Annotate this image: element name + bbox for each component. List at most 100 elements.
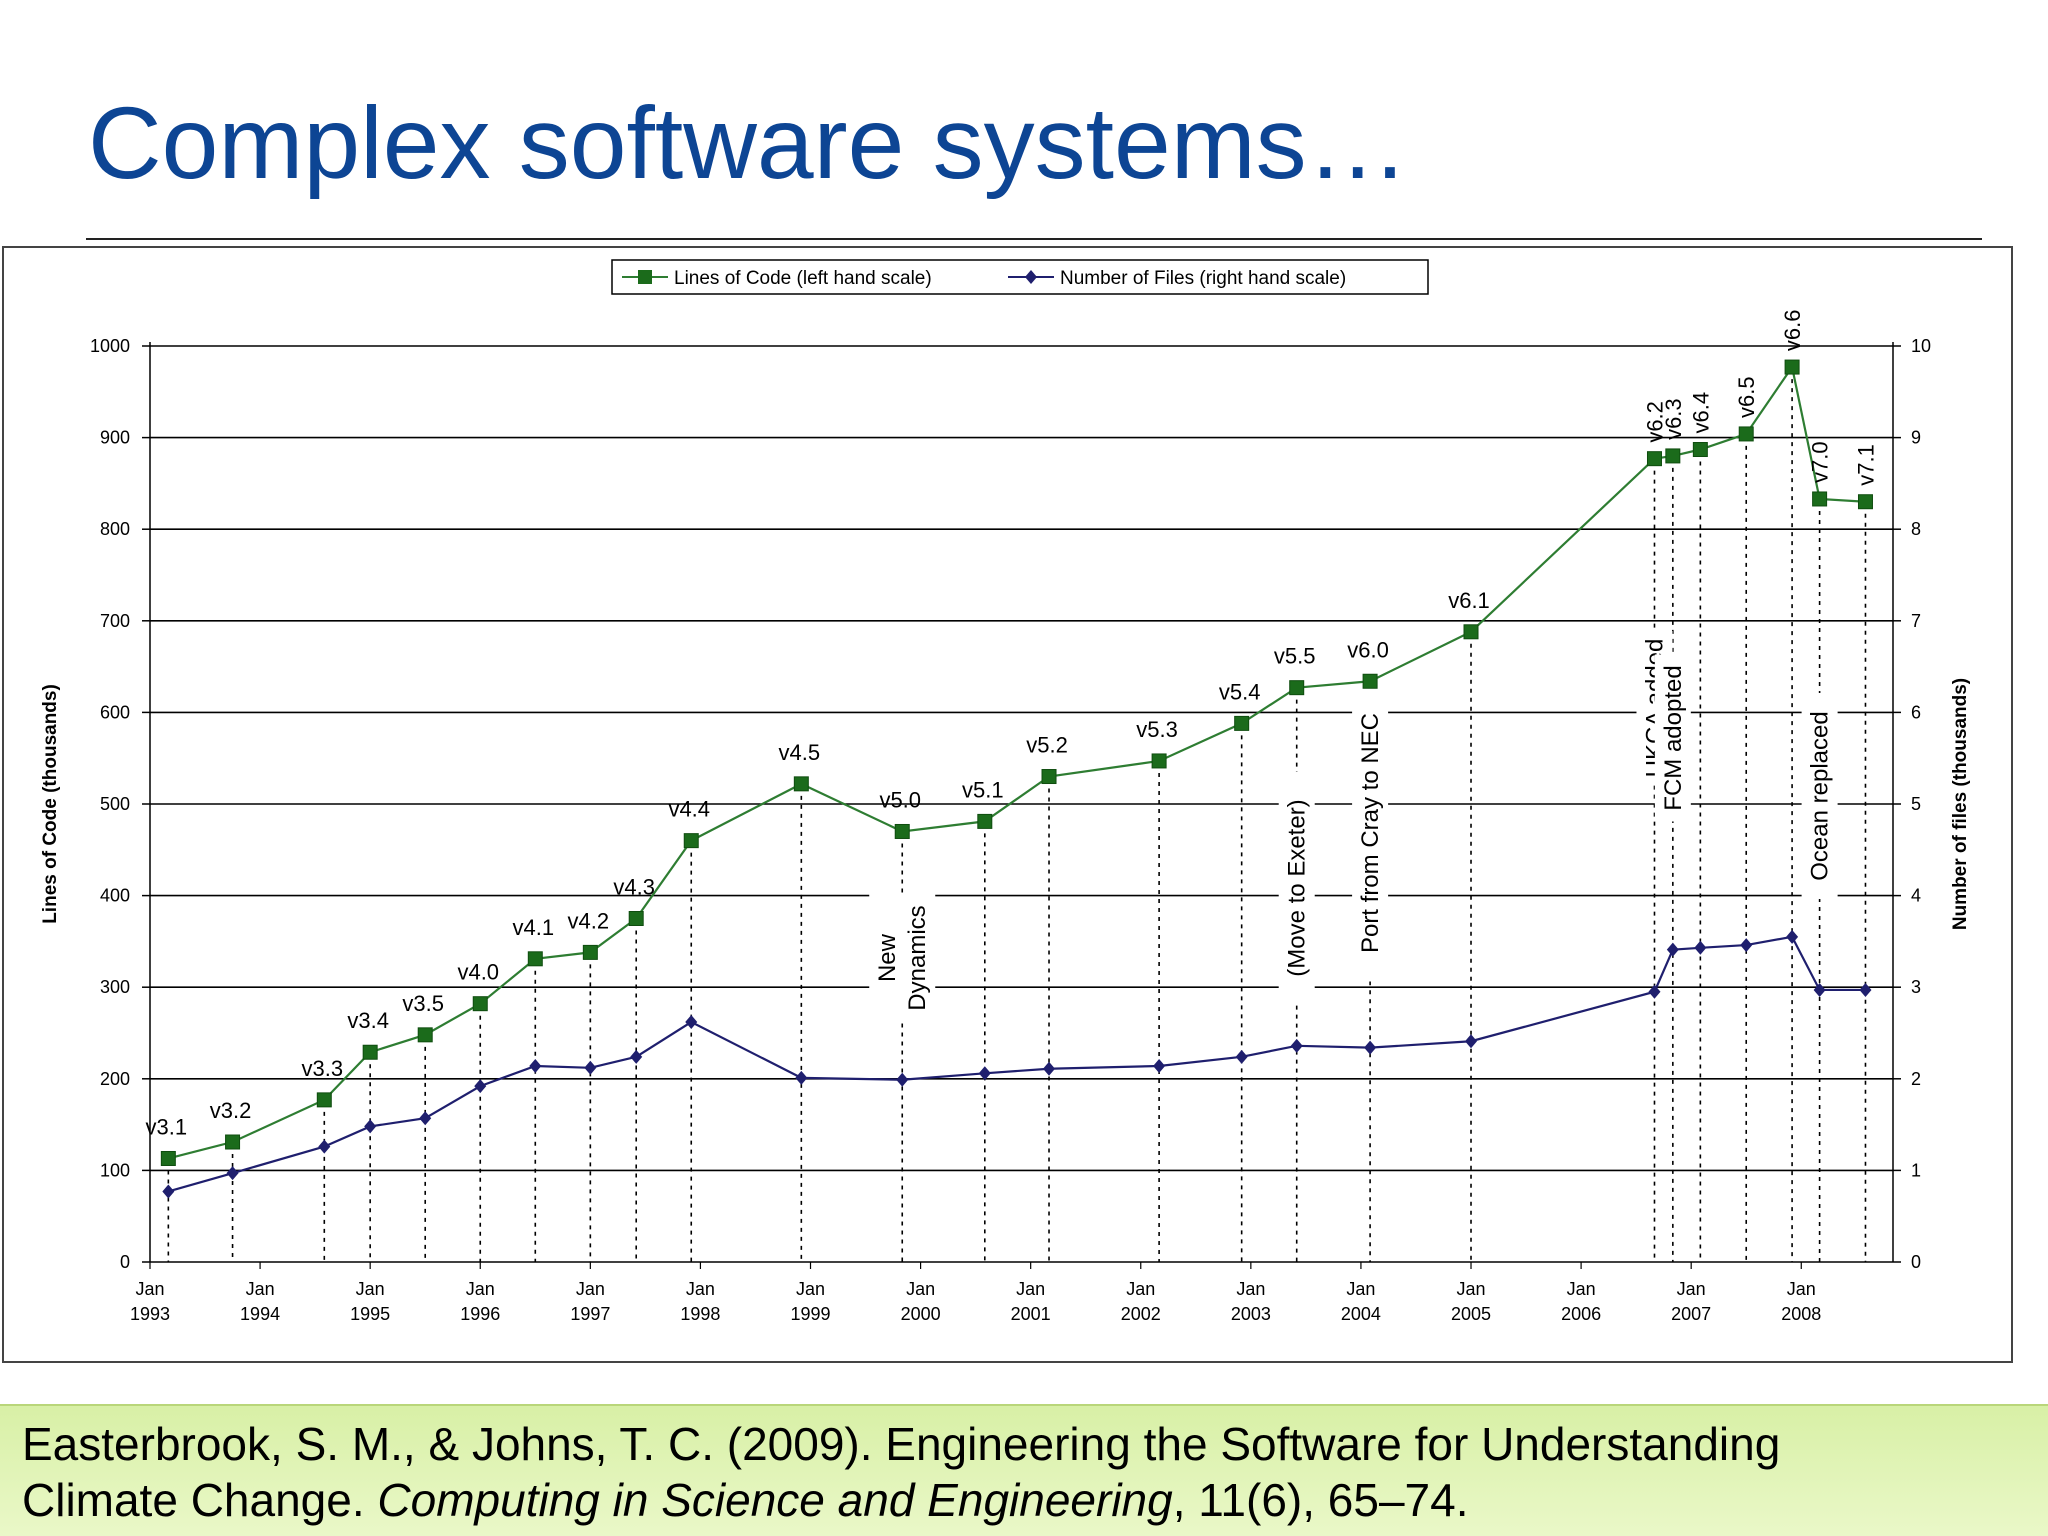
data-point-files: [630, 1049, 643, 1064]
release-label: v4.2: [568, 908, 610, 933]
y-right-tick-label: 2: [1911, 1069, 1921, 1089]
x-tick-label-month: Jan: [1346, 1279, 1375, 1299]
x-tick-label-year: 2005: [1451, 1304, 1491, 1324]
legend: Lines of Code (left hand scale) Number of…: [611, 259, 1429, 295]
data-point-loc: [1234, 715, 1250, 731]
release-label: v6.5: [1734, 376, 1759, 418]
annotation-text: Port from Cray to NEC: [1357, 713, 1384, 953]
data-point-files: [685, 1015, 698, 1030]
annotation: FCM adopted: [1654, 654, 1691, 822]
data-point-loc: [316, 1092, 332, 1108]
legend-label: Number of Files (right hand scale): [1060, 268, 1346, 289]
x-tick-label-year: 2004: [1341, 1304, 1381, 1324]
x-tick-label-month: Jan: [466, 1279, 495, 1299]
x-tick-label-year: 1998: [680, 1304, 720, 1324]
legend-label: Lines of Code (left hand scale): [674, 268, 932, 289]
data-point-loc: [1151, 753, 1167, 769]
data-point-loc: [1857, 494, 1873, 510]
x-tick-label-month: Jan: [1567, 1279, 1596, 1299]
release-label: v3.3: [302, 1056, 344, 1081]
data-point-files: [1290, 1038, 1303, 1053]
y-right-tick-label: 7: [1911, 611, 1921, 631]
data-point-loc: [362, 1044, 378, 1060]
annotation-text: FCM adopted: [1660, 665, 1687, 810]
data-point-files: [162, 1184, 175, 1199]
data-point-files: [1694, 940, 1707, 955]
citation-prefix: Climate Change.: [22, 1474, 378, 1526]
data-point-files: [1235, 1049, 1248, 1064]
release-label: v7.0: [1808, 441, 1833, 483]
data-point-files: [1740, 938, 1753, 953]
data-point-loc: [1784, 359, 1800, 375]
x-tick-label-month: Jan: [1016, 1279, 1045, 1299]
data-point-loc: [683, 833, 699, 849]
x-tick-label-year: 1993: [130, 1304, 170, 1324]
release-label: v3.2: [210, 1098, 252, 1123]
annotation-text: Ocean replaced: [1807, 711, 1834, 880]
citation-suffix: , 11(6), 65–74.: [1172, 1474, 1469, 1526]
title-divider: [86, 238, 1982, 240]
x-tick-label-year: 2003: [1231, 1304, 1271, 1324]
annotation-backdrop: [1654, 654, 1691, 822]
data-point-files: [896, 1072, 909, 1087]
chart-svg: 0 100 200 300 400 500 600 700 800 900 1000 0 1 2 3 4 5 6 7…: [40, 259, 1971, 1324]
release-label: v5.1: [962, 777, 1004, 802]
annotation-text: (Move to Exeter): [1284, 799, 1311, 976]
annotation: New Dynamics: [869, 894, 936, 1022]
chart-frame: 0 100 200 300 400 500 600 700 800 900 1000 0 1 2 3 4 5 6 7…: [2, 246, 2013, 1363]
data-point-files: [318, 1139, 331, 1154]
y-right-tick-label: 1: [1911, 1160, 1921, 1180]
y-left-tick-label: 0: [120, 1252, 130, 1272]
data-point-files: [584, 1060, 597, 1075]
y-right-tick-label: 0: [1911, 1252, 1921, 1272]
release-label: v5.0: [879, 787, 921, 812]
x-tick-label-month: Jan: [1456, 1279, 1485, 1299]
data-point-files: [474, 1079, 487, 1094]
x-tick-label-month: Jan: [796, 1279, 825, 1299]
y-left-tick-label: 1000: [90, 336, 130, 356]
release-label: v6.2: [1642, 401, 1667, 443]
data-point-files: [795, 1070, 808, 1085]
x-tick-label-year: 2002: [1121, 1304, 1161, 1324]
data-point-files: [1465, 1034, 1478, 1049]
x-tick-label-month: Jan: [135, 1279, 164, 1299]
x-tick-label-month: Jan: [246, 1279, 275, 1299]
y-right-axis-title: Number of files (thousands): [1950, 678, 1971, 930]
y-left-tick-label: 600: [100, 702, 130, 722]
data-point-loc: [1646, 451, 1662, 467]
axes: 0 100 200 300 400 500 600 700 800 900 1000 0 1 2 3 4 5 6 7…: [40, 336, 1971, 1324]
grid-lines: [150, 345, 1893, 1172]
legend-swatch-marker: [638, 270, 652, 284]
annotation: Port from Cray to NEC: [1352, 684, 1389, 982]
data-point-loc: [1463, 624, 1479, 640]
y-right-tick-label: 6: [1911, 702, 1921, 722]
x-tick-label-month: Jan: [356, 1279, 385, 1299]
y-left-tick-label: 800: [100, 519, 130, 539]
data-point-files: [1043, 1061, 1056, 1076]
annotation-backdrop: [1801, 693, 1838, 899]
x-tick-label-year: 2007: [1671, 1304, 1711, 1324]
data-point-files: [529, 1058, 542, 1073]
series: [160, 359, 1873, 1199]
y-right-tick-label: 9: [1911, 428, 1921, 448]
x-tick-label-month: Jan: [1126, 1279, 1155, 1299]
x-tick-label-month: Jan: [1677, 1279, 1706, 1299]
annotation-backdrop: [1278, 772, 1315, 1004]
release-label: v3.5: [402, 991, 444, 1016]
y-left-tick-label: 700: [100, 611, 130, 631]
data-point-loc: [1738, 426, 1754, 442]
data-point-loc: [417, 1027, 433, 1043]
data-point-files: [1786, 929, 1799, 944]
data-point-loc: [1665, 448, 1681, 464]
data-point-files: [978, 1066, 991, 1081]
y-left-tick-label: 300: [100, 977, 130, 997]
x-tick-label-year: 1996: [460, 1304, 500, 1324]
release-label: v7.1: [1853, 444, 1878, 486]
annotation-text: Dynamics: [904, 905, 931, 1010]
release-drop-lines: [167, 379, 1867, 1262]
annotation-backdrop: [869, 894, 936, 1022]
x-tick-label-year: 2006: [1561, 1304, 1601, 1324]
y-left-tick-label: 500: [100, 794, 130, 814]
annotations: New Dynamics (Move to Exeter) Port from Cra…: [869, 631, 1838, 1022]
release-label: v5.2: [1026, 733, 1068, 758]
